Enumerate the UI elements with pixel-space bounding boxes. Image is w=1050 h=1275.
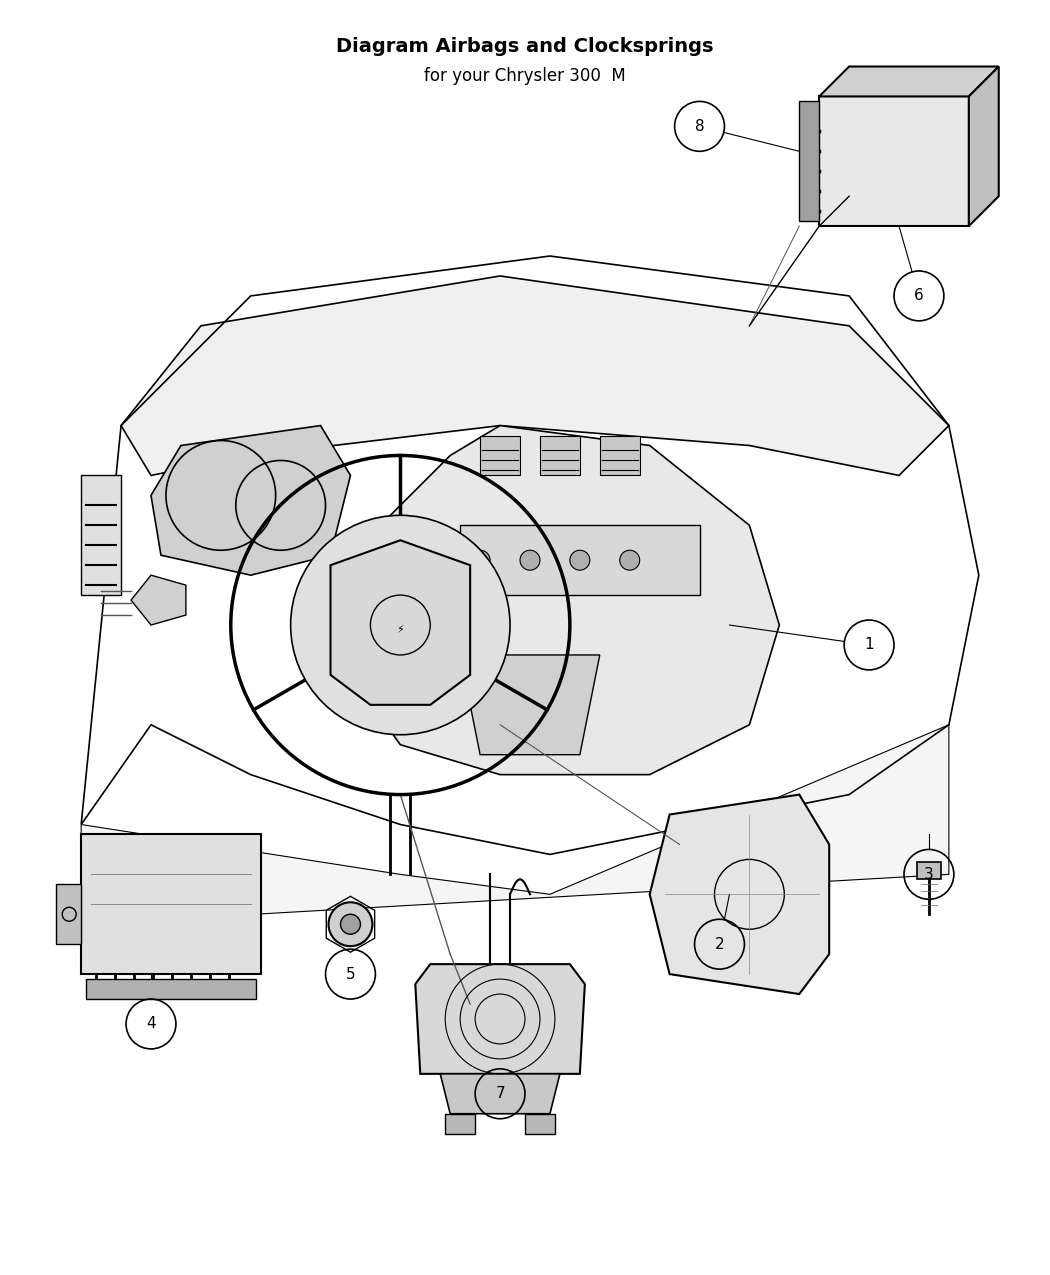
Polygon shape xyxy=(600,436,639,476)
Polygon shape xyxy=(121,275,949,476)
Polygon shape xyxy=(131,575,186,625)
Polygon shape xyxy=(917,862,941,880)
Polygon shape xyxy=(525,1114,554,1133)
Circle shape xyxy=(520,551,540,570)
Polygon shape xyxy=(86,979,256,1000)
Text: 3: 3 xyxy=(924,867,933,882)
Text: 8: 8 xyxy=(695,119,705,134)
Polygon shape xyxy=(819,97,969,226)
Polygon shape xyxy=(57,885,81,945)
Text: for your Chrysler 300  M: for your Chrysler 300 M xyxy=(424,66,626,84)
Polygon shape xyxy=(81,834,260,974)
Circle shape xyxy=(470,551,490,570)
Circle shape xyxy=(570,551,590,570)
Polygon shape xyxy=(460,525,699,595)
Polygon shape xyxy=(480,436,520,476)
Text: 4: 4 xyxy=(146,1016,155,1031)
Polygon shape xyxy=(819,66,999,97)
Polygon shape xyxy=(650,794,830,995)
Text: 6: 6 xyxy=(915,288,924,303)
Text: ⚡: ⚡ xyxy=(397,625,404,635)
Text: 2: 2 xyxy=(715,937,724,951)
Circle shape xyxy=(291,515,510,734)
Polygon shape xyxy=(351,426,779,775)
Text: 7: 7 xyxy=(496,1086,505,1102)
Polygon shape xyxy=(445,1114,476,1133)
Circle shape xyxy=(340,914,360,935)
Polygon shape xyxy=(331,541,470,705)
Polygon shape xyxy=(440,1074,560,1114)
Polygon shape xyxy=(799,102,819,221)
Circle shape xyxy=(620,551,639,570)
Text: Diagram Airbags and Clocksprings: Diagram Airbags and Clocksprings xyxy=(336,37,714,56)
Polygon shape xyxy=(416,964,585,1074)
Polygon shape xyxy=(540,436,580,476)
Text: 5: 5 xyxy=(345,966,355,982)
Circle shape xyxy=(329,903,373,946)
Text: 1: 1 xyxy=(864,638,874,653)
Polygon shape xyxy=(460,655,600,755)
Polygon shape xyxy=(81,476,121,595)
Polygon shape xyxy=(81,724,949,924)
Polygon shape xyxy=(151,426,351,575)
Polygon shape xyxy=(969,66,999,226)
